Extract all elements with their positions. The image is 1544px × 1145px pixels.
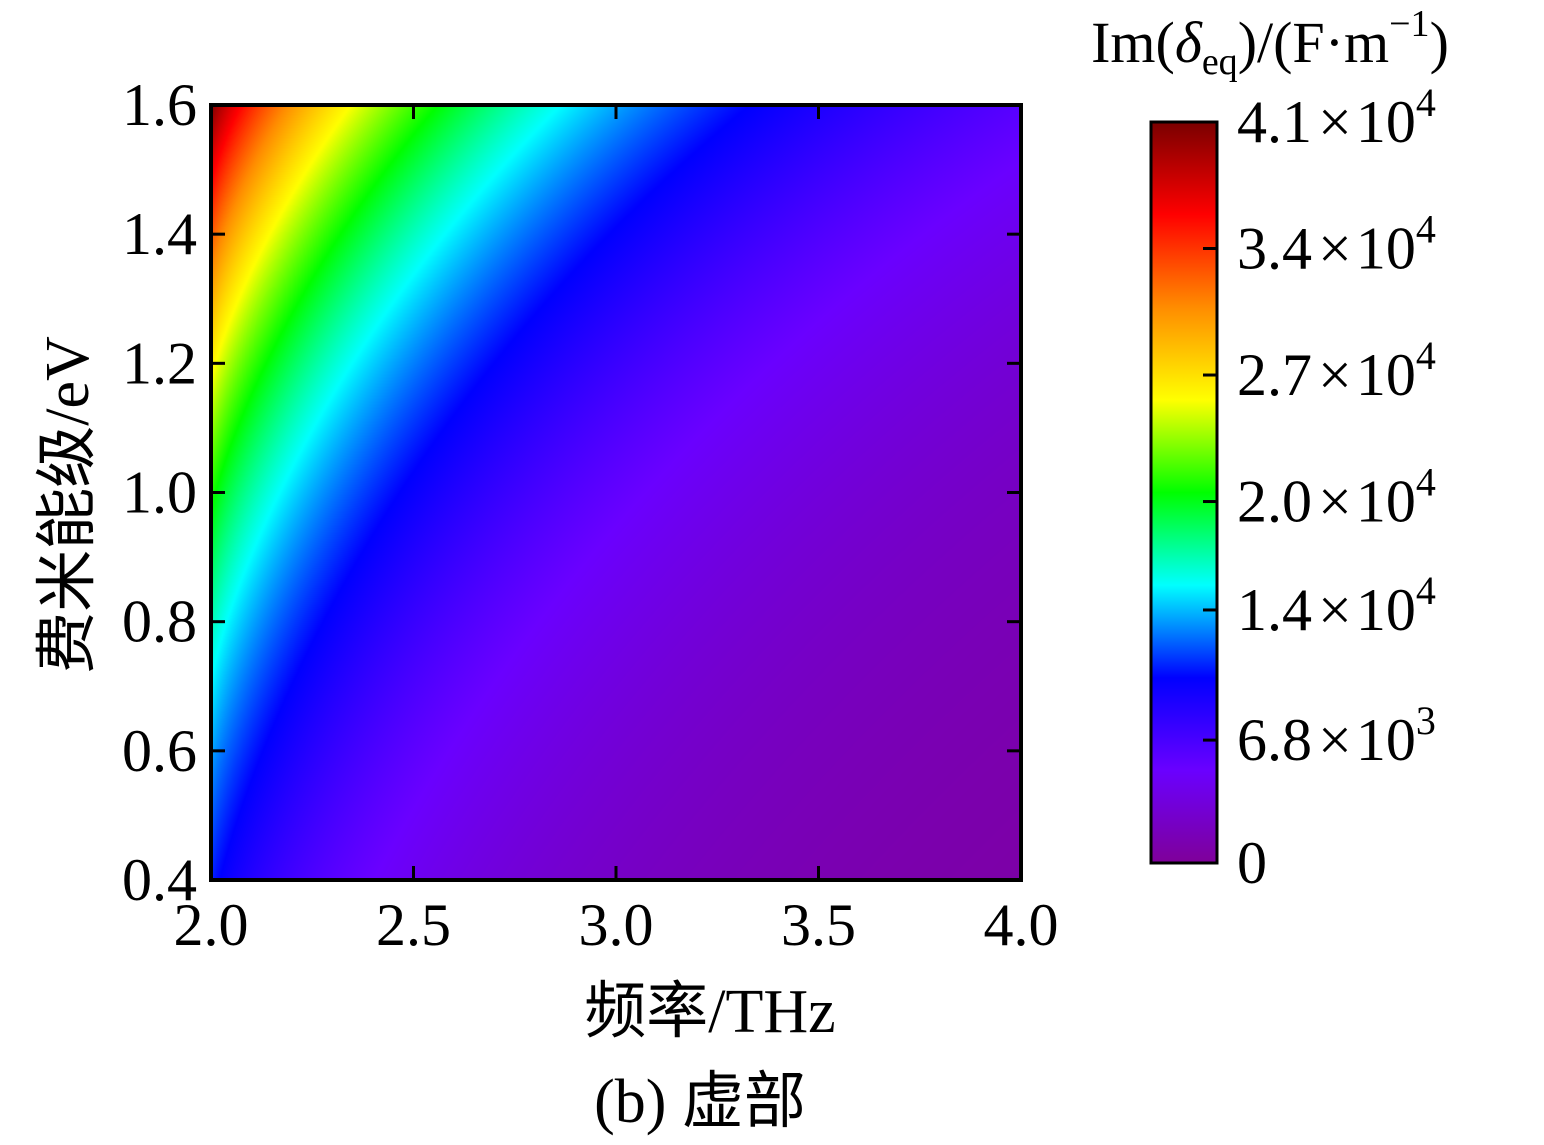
colorbar-title: Im(δeq)/(F·m−1): [1091, 3, 1449, 83]
colorbar-tick-label: 2.7 ×104: [1237, 333, 1436, 408]
x-axis-ticks: 2.0 2.5 3.0 3.5 4.0: [174, 105, 1059, 958]
colorbar-tick-label: 4.1 ×104: [1237, 80, 1436, 155]
y-tick-label: 0.6: [122, 718, 197, 784]
colorbar-tick-base: 10: [1356, 216, 1416, 282]
colorbar-tick-base: 10: [1356, 469, 1416, 535]
y-axis-title: 费米能级/eV: [34, 336, 102, 674]
colorbar-title-symbol: δ: [1175, 10, 1203, 75]
y-tick-label: 1.6: [122, 72, 197, 138]
colorbar-tick-times: ×: [1318, 469, 1352, 535]
y-axis-ticks: 0.4 0.6 0.8 1.0 1.2 1.4 1.6: [122, 72, 1021, 913]
colorbar-tick-label: 2.0 ×104: [1237, 460, 1436, 535]
colorbar-tick-exponent: 4: [1416, 207, 1436, 252]
x-tick-label: 3.0: [579, 892, 654, 958]
y-tick-label: 1.4: [122, 201, 197, 267]
x-axis-title: 频率/THz: [584, 978, 835, 1046]
colorbar-title-subscript: eq: [1202, 41, 1238, 83]
colorbar-tick-mantissa: 2.0: [1237, 469, 1312, 535]
colorbar-tick-label: 0: [1237, 830, 1267, 896]
colorbar-tick-times: ×: [1318, 89, 1352, 155]
colorbar-tick-base: 10: [1356, 707, 1416, 773]
colorbar-tick-mantissa: 3.4: [1237, 216, 1312, 282]
y-tick-label: 1.2: [122, 330, 197, 396]
colorbar-tick-mantissa: 6.8: [1237, 707, 1312, 773]
colorbar-tick-base: 10: [1356, 577, 1416, 643]
colorbar-tick-exponent: 4: [1416, 80, 1436, 125]
colorbar-tick-mantissa: 2.7: [1237, 342, 1312, 408]
x-tick-label: 2.5: [376, 892, 451, 958]
y-tick-label: 0.4: [122, 847, 197, 913]
colorbar-tick-label: 3.4 ×104: [1237, 207, 1436, 282]
colorbar-tick-label: 6.8 ×103: [1237, 698, 1436, 773]
heatmap-surface: [211, 105, 1021, 880]
colorbar-tick-exponent: 4: [1416, 460, 1436, 505]
colorbar-tick-exponent: 4: [1416, 333, 1436, 378]
colorbar-tick-base: 10: [1356, 89, 1416, 155]
colorbar-title-superscript: −1: [1389, 3, 1429, 45]
colorbar-tick-mantissa: 1.4: [1237, 577, 1312, 643]
colorbar-title-suffix: )/(F·m: [1238, 10, 1389, 75]
colorbar-tick-exponent: 4: [1416, 568, 1436, 613]
colorbar-tick-times: ×: [1318, 577, 1352, 643]
colorbar-title-close: ): [1430, 10, 1449, 75]
colorbar-title-prefix: Im(: [1091, 10, 1175, 75]
figure-caption: (b) 虚部: [594, 1068, 806, 1136]
x-tick-label: 2.0: [174, 892, 249, 958]
colorbar-tick-times: ×: [1318, 342, 1352, 408]
colorbar-tick-mantissa: 4.1: [1237, 89, 1312, 155]
x-tick-label: 3.5: [781, 892, 856, 958]
colorbar-tick-mantissa: 0: [1237, 830, 1267, 896]
colorbar-tick-exponent: 3: [1416, 698, 1436, 743]
colorbar: [1149, 120, 1219, 865]
colorbar-tick-times: ×: [1318, 216, 1352, 282]
y-tick-label: 1.0: [122, 460, 197, 526]
colorbar-tick-times: ×: [1318, 707, 1352, 773]
colorbar-tick-base: 10: [1356, 342, 1416, 408]
y-tick-label: 0.8: [122, 589, 197, 655]
x-tick-label: 4.0: [984, 892, 1059, 958]
colorbar-tick-label: 1.4 ×104: [1237, 568, 1436, 643]
